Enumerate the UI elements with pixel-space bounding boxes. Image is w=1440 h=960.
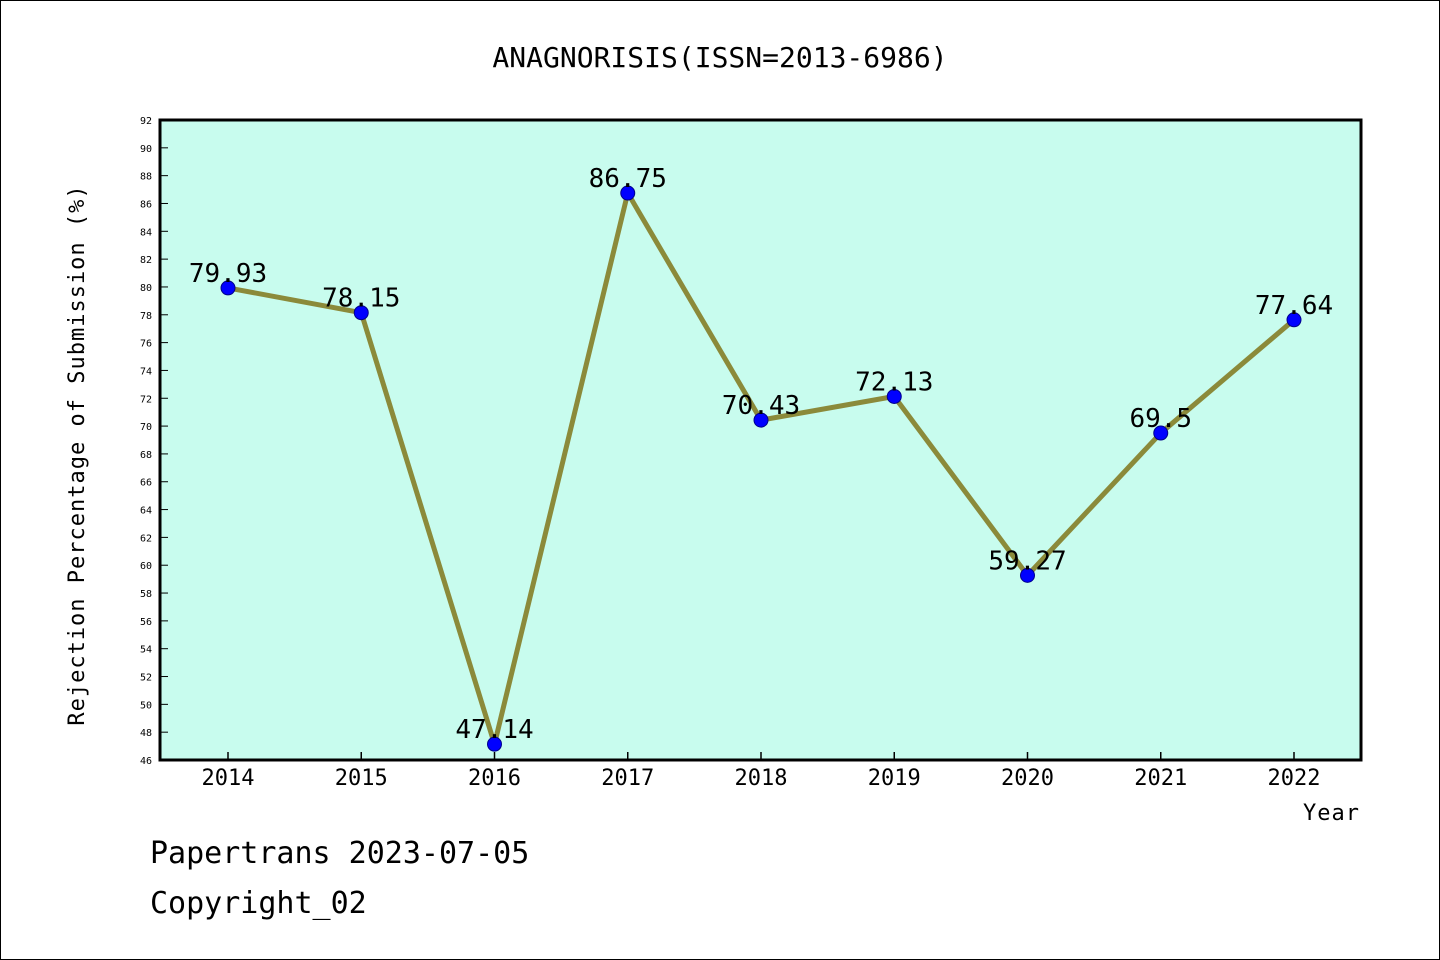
data-point xyxy=(487,736,502,752)
y-tick-label: 74 xyxy=(140,366,152,377)
x-tick-label: 2020 xyxy=(1001,766,1054,791)
x-tick-label: 2022 xyxy=(1268,766,1321,791)
y-tick-label: 92 xyxy=(140,116,152,127)
data-point xyxy=(886,388,902,404)
footer-date-line: Papertrans 2023-07-05 xyxy=(150,836,530,871)
y-tick-label: 64 xyxy=(140,506,152,517)
x-axis: 2014 2015 2016 2017 2018 2019 2020 2021 2022 xyxy=(202,752,1321,791)
x-tick-label: 2015 xyxy=(335,766,388,791)
y-tick-label: 90 xyxy=(140,144,152,155)
x-tick-label: 2019 xyxy=(868,766,921,791)
y-tick-label: 56 xyxy=(140,617,152,628)
data-point xyxy=(620,185,636,201)
y-tick-label: 52 xyxy=(140,673,152,684)
footer-copyright-line: Copyright_02 xyxy=(150,886,367,921)
y-axis: 46 48 50 52 54 56 58 60 62 64 66 68 70 72 74 76 78 80 82 84… xyxy=(140,116,168,767)
y-tick-label: 72 xyxy=(140,394,152,405)
x-tick-label: 2017 xyxy=(601,766,654,791)
data-value-label: 59.27 xyxy=(988,546,1066,576)
y-tick-label: 54 xyxy=(140,645,152,656)
y-tick-label: 88 xyxy=(140,172,152,183)
data-value-label: 72.13 xyxy=(855,367,933,397)
y-tick-label: 66 xyxy=(140,478,152,489)
y-axis-label: Rejection Percentage of Submission (%) xyxy=(65,184,90,725)
chart-title: ANAGNORISIS(ISSN=2013-6986) xyxy=(492,41,947,74)
data-point xyxy=(753,412,769,428)
data-labels: 79.93 78.15 47.14 86.75 70.43 72.13 59.27 69.5 7… xyxy=(189,164,1333,745)
data-point xyxy=(1153,425,1169,441)
plot-area xyxy=(158,118,1363,762)
y-tick-label: 80 xyxy=(140,283,152,294)
y-tick-label: 60 xyxy=(140,561,152,572)
x-tick-label: 2016 xyxy=(468,766,521,791)
y-tick-label: 78 xyxy=(140,311,152,322)
data-point xyxy=(1286,312,1302,328)
x-tick-label: 2014 xyxy=(202,766,255,791)
data-value-label: 70.43 xyxy=(722,391,800,421)
x-tick-label: 2018 xyxy=(735,766,788,791)
y-tick-label: 62 xyxy=(140,533,152,544)
data-point xyxy=(353,305,369,321)
y-tick-label: 58 xyxy=(140,589,152,600)
data-value-label: 79.93 xyxy=(189,259,267,289)
y-tick-label: 76 xyxy=(140,339,152,350)
y-tick-label: 48 xyxy=(140,728,152,739)
data-value-label: 77.64 xyxy=(1255,291,1333,321)
data-point xyxy=(1020,567,1035,583)
data-value-label: 78.15 xyxy=(322,284,400,314)
y-tick-label: 68 xyxy=(140,450,152,461)
y-tick-label: 46 xyxy=(140,756,152,767)
x-tick-label: 2021 xyxy=(1134,766,1187,791)
data-markers xyxy=(220,185,1302,752)
x-axis-label: Year xyxy=(1303,801,1360,826)
data-point xyxy=(220,280,236,296)
y-tick-label: 82 xyxy=(140,255,152,266)
y-tick-label: 84 xyxy=(140,227,152,238)
data-value-label: 47.14 xyxy=(455,715,533,745)
data-value-label: 86.75 xyxy=(589,164,667,194)
y-tick-label: 86 xyxy=(140,199,152,210)
data-value-label: 69.5 xyxy=(1129,404,1192,434)
y-tick-label: 50 xyxy=(140,700,152,711)
y-tick-label: 70 xyxy=(140,422,152,433)
